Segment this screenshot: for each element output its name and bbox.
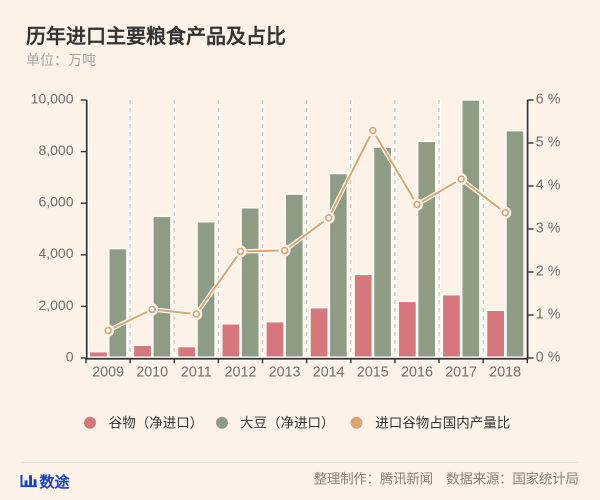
svg-text:数途: 数途 (40, 473, 71, 491)
svg-text:谷物（净进口）: 谷物（净进口） (109, 416, 204, 431)
svg-text:2011: 2011 (181, 365, 212, 381)
svg-text:4,000: 4,000 (38, 245, 73, 261)
svg-text:2014: 2014 (313, 365, 345, 381)
svg-text:2015: 2015 (357, 365, 389, 381)
svg-text:2016: 2016 (401, 365, 433, 381)
svg-text:2017: 2017 (445, 365, 477, 381)
svg-text:1 %: 1 % (536, 307, 561, 323)
svg-text:2018: 2018 (489, 365, 521, 381)
svg-text:8,000: 8,000 (38, 142, 73, 158)
svg-text:0 %: 0 % (536, 350, 561, 366)
svg-text:2013: 2013 (269, 365, 301, 381)
svg-text:2 %: 2 % (536, 264, 561, 280)
svg-text:大豆（净进口）: 大豆（净进口） (240, 416, 335, 431)
svg-text:进口谷物占国内产量比: 进口谷物占国内产量比 (375, 416, 510, 431)
svg-text:整理制作：腾讯新闻 数据来源：国家统计局: 整理制作：腾讯新闻 数据来源：国家统计局 (314, 471, 579, 487)
svg-text:5 %: 5 % (536, 135, 561, 151)
svg-text:0: 0 (66, 348, 74, 364)
svg-text:6 %: 6 % (536, 92, 561, 108)
svg-text:3 %: 3 % (536, 221, 561, 237)
svg-text:2012: 2012 (225, 365, 257, 381)
svg-text:2,000: 2,000 (38, 297, 73, 313)
svg-text:4 %: 4 % (536, 178, 561, 194)
svg-text:2010: 2010 (136, 365, 168, 381)
svg-text:2009: 2009 (92, 365, 124, 381)
svg-text:6,000: 6,000 (38, 194, 73, 210)
svg-text:10,000: 10,000 (31, 90, 74, 106)
